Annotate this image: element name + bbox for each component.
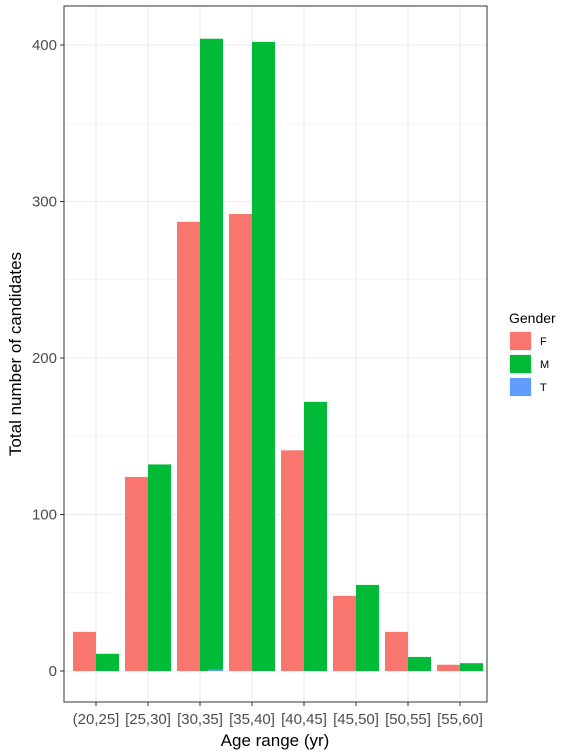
bar-m-4	[304, 401, 327, 671]
x-tick-label: [40,45]	[281, 711, 327, 728]
bar-t-2	[208, 669, 223, 671]
bar-f-1	[125, 476, 148, 671]
bar-m-6	[408, 656, 431, 671]
bar-m-1	[148, 464, 171, 671]
x-axis: (20,25] [25,30] [30,35] [35,40] [40,45] [45,5…	[73, 702, 483, 728]
bar-m-3	[252, 41, 275, 672]
bar-f-4	[281, 450, 304, 671]
legend-title: Gender	[509, 310, 556, 326]
y-axis-title: Total number of candidates	[6, 252, 25, 456]
bars	[73, 38, 483, 672]
bar-f-2	[177, 221, 200, 671]
legend-swatch-f	[510, 332, 531, 350]
bar-m-5	[356, 584, 379, 671]
bar-f-6	[385, 631, 408, 671]
bar-f-5	[333, 595, 356, 671]
y-tick-label: 0	[49, 663, 57, 680]
legend-label-m: M	[540, 359, 549, 371]
legend-label-f: F	[540, 336, 547, 348]
x-tick-label: [25,30]	[125, 711, 171, 728]
y-tick-label: 200	[32, 350, 57, 367]
x-tick-label: [55,60]	[437, 711, 483, 728]
x-axis-title: Age range (yr)	[221, 731, 330, 750]
x-tick-label: [30,35]	[177, 711, 223, 728]
bar-m-7	[460, 663, 483, 671]
bar-m-0	[96, 653, 119, 671]
x-tick-label: [45,50]	[333, 711, 379, 728]
y-axis: 0 100 200 300 400	[32, 37, 64, 680]
x-tick-label: (20,25]	[73, 711, 120, 728]
y-tick-label: 300	[32, 194, 57, 211]
bar-m-2	[200, 38, 223, 672]
legend-label-t: T	[540, 382, 547, 394]
y-tick-label: 100	[32, 507, 57, 524]
legend: Gender FMT	[509, 310, 556, 397]
bar-f-7	[437, 664, 460, 671]
bar-f-3	[229, 214, 252, 671]
x-tick-label: [35,40]	[229, 711, 275, 728]
bar-f-0	[73, 631, 96, 671]
legend-swatch-t	[510, 378, 531, 396]
x-tick-label: [50,55]	[385, 711, 431, 728]
y-tick-label: 400	[32, 37, 57, 54]
legend-swatch-m	[510, 355, 531, 373]
panel-border	[63, 5, 488, 703]
